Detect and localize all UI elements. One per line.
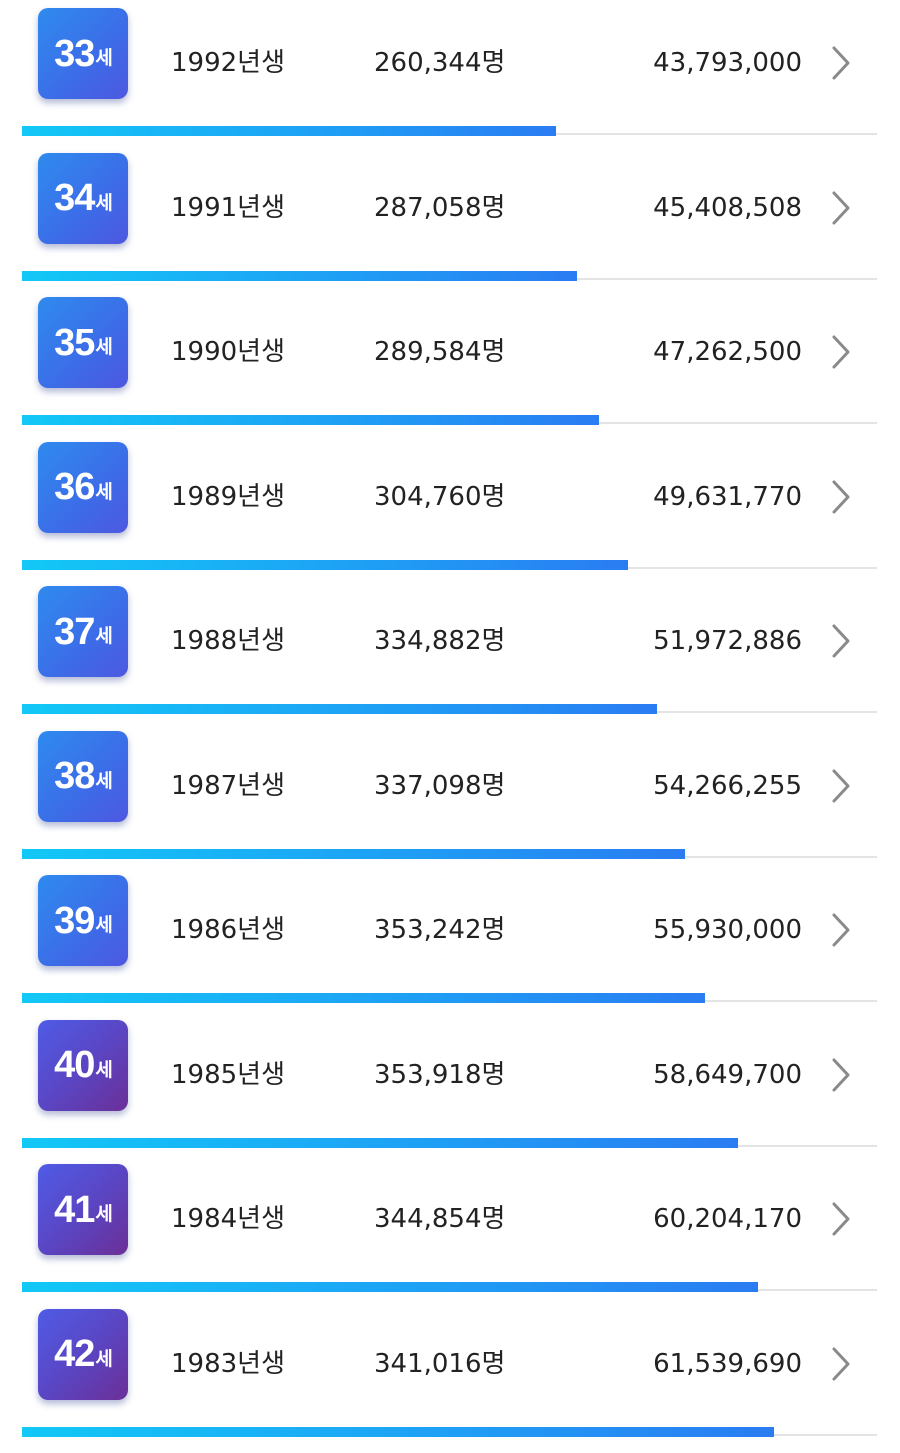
salary-amount: 45,408,508 [653,192,802,223]
age-number: 36 [54,466,95,508]
chevron-right-icon[interactable] [830,1201,852,1237]
population-count: 341,016명 [374,1348,506,1379]
age-unit: 세 [95,1203,113,1225]
age-badge: 35 세 [38,297,128,388]
salary-amount: 61,539,690 [653,1348,802,1379]
progress-bar [22,559,628,570]
salary-amount: 49,631,770 [653,481,802,512]
list-item[interactable]: 33 세 1992년생 260,344명 43,793,000 [0,8,900,152]
birth-year-label: 1989년생 [171,481,286,512]
progress-bar [22,1282,758,1292]
birth-year-label: 1983년생 [171,1348,286,1379]
chevron-right-icon[interactable] [830,479,852,515]
birth-year-label: 1991년생 [171,192,286,223]
age-unit: 세 [95,480,113,503]
chevron-right-icon[interactable] [830,45,852,81]
chevron-right-icon[interactable] [830,1346,852,1382]
population-count: 344,854명 [374,1204,506,1234]
age-badge: 41 세 [38,1164,128,1255]
age-unit: 세 [95,336,113,358]
list-item[interactable]: 36 세 1989년생 304,760명 49,631,770 [0,441,900,586]
salary-amount: 43,793,000 [653,48,802,78]
birth-year-label: 1990년생 [171,337,286,367]
age-badge: 37 세 [38,586,128,677]
population-count: 304,760명 [374,481,506,512]
age-number: 38 [54,755,95,797]
population-count: 287,058명 [374,192,506,223]
age-unit: 세 [95,191,113,214]
birth-year-label: 1987년생 [171,770,286,801]
chevron-right-icon[interactable] [830,1057,852,1093]
progress-bar [22,126,556,136]
salary-amount: 60,204,170 [653,1204,802,1234]
age-unit: 세 [95,47,113,69]
salary-amount: 47,262,500 [653,337,802,367]
age-number: 37 [54,610,95,653]
age-unit: 세 [95,914,113,936]
age-number: 33 [54,32,95,75]
age-badge: 42 세 [38,1308,128,1400]
population-count: 334,882명 [374,626,506,656]
birth-year-label: 1988년생 [171,626,286,656]
progress-bar [22,704,657,714]
age-number: 35 [54,321,95,364]
chevron-right-icon[interactable] [830,190,852,226]
list-item[interactable]: 40 세 1985년생 353,918명 58,649,700 [0,1019,900,1164]
age-badge: 36 세 [38,441,128,533]
population-count: 337,098명 [374,770,506,801]
list-item[interactable]: 37 세 1988년생 334,882명 51,972,886 [0,586,900,730]
age-unit: 세 [95,1058,113,1081]
progress-bar [22,848,685,859]
age-badge: 33 세 [38,8,128,99]
age-unit: 세 [95,769,113,792]
salary-amount: 55,930,000 [653,915,802,945]
birth-year-label: 1986년생 [171,915,286,945]
list-item[interactable]: 35 세 1990년생 289,584명 47,262,500 [0,297,900,441]
age-number: 41 [54,1188,95,1231]
population-count: 353,242명 [374,915,506,945]
age-number: 39 [54,899,95,942]
age-badge: 39 세 [38,875,128,966]
population-count: 260,344명 [374,48,506,78]
list-item[interactable]: 34 세 1991년생 287,058명 45,408,508 [0,152,900,297]
age-number: 40 [54,1044,95,1086]
population-count: 353,918명 [374,1059,506,1090]
progress-bar [22,270,577,281]
age-badge: 34 세 [38,152,128,244]
age-badge: 40 세 [38,1019,128,1111]
progress-bar [22,1137,738,1148]
salary-amount: 54,266,255 [653,770,802,801]
salary-amount: 51,972,886 [653,626,802,656]
birth-year-label: 1984년생 [171,1204,286,1234]
list-item[interactable]: 39 세 1986년생 353,242명 55,930,000 [0,875,900,1019]
age-badge: 38 세 [38,730,128,822]
salary-amount: 58,649,700 [653,1059,802,1090]
population-count: 289,584명 [374,337,506,367]
list-item[interactable]: 42 세 1983년생 341,016명 61,539,690 [0,1308,900,1453]
chevron-right-icon[interactable] [830,334,852,370]
progress-bar [22,1426,774,1437]
list-item[interactable]: 41 세 1984년생 344,854명 60,204,170 [0,1164,900,1308]
age-unit: 세 [95,1347,113,1370]
birth-year-label: 1992년생 [171,48,286,78]
birth-year-label: 1985년생 [171,1059,286,1090]
progress-bar [22,993,705,1003]
age-number: 42 [54,1333,95,1375]
age-unit: 세 [95,625,113,647]
age-number: 34 [54,177,95,219]
chevron-right-icon[interactable] [830,912,852,948]
chevron-right-icon[interactable] [830,623,852,659]
progress-bar [22,415,599,425]
list-item[interactable]: 38 세 1987년생 337,098명 54,266,255 [0,730,900,875]
chevron-right-icon[interactable] [830,768,852,804]
